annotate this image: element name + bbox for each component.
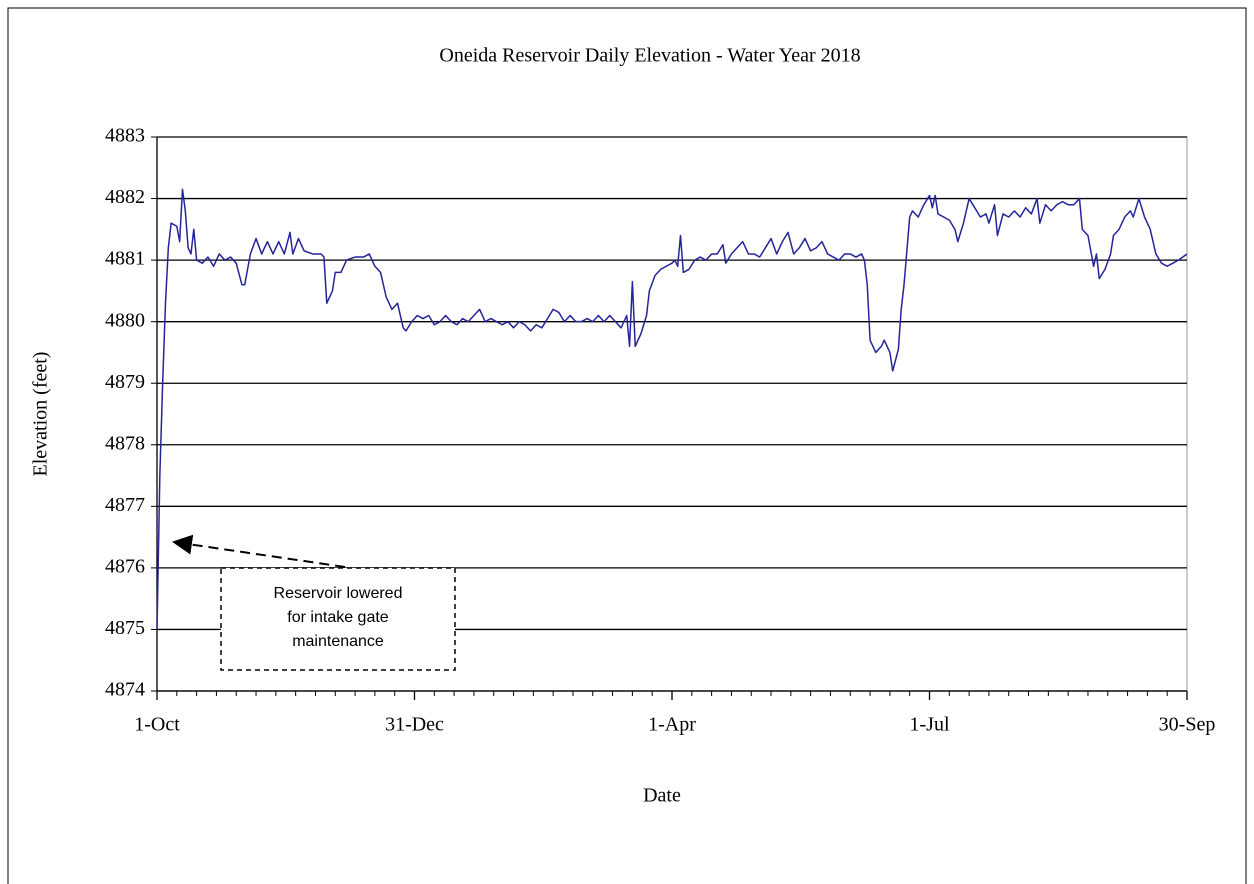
y-tick-label: 4874 [105, 679, 145, 701]
x-tick-label: 1-Jul [910, 714, 950, 736]
annotation-box [220, 567, 456, 671]
annotation-text: Reservoir lowered [274, 585, 403, 602]
annotation-text: maintenance [292, 633, 384, 650]
annotation-arrow [172, 534, 346, 568]
y-tick-label: 4878 [105, 432, 145, 454]
chart-border [7, 7, 1247, 884]
x-tick-label: 30-Sep [1159, 714, 1216, 736]
y-tick-label: 4882 [105, 186, 145, 208]
y-tick-label: 4875 [105, 617, 145, 639]
y-axis-label: Elevation (feet) [30, 352, 52, 477]
y-tick-label: 4880 [105, 309, 145, 331]
chart-title: Oneida Reservoir Daily Elevation - Water… [439, 45, 860, 67]
y-tick-label: 4879 [105, 371, 145, 393]
x-tick-label: 31-Dec [385, 714, 444, 736]
annotation-text: for intake gate [287, 609, 389, 626]
y-tick-label: 4883 [105, 125, 145, 147]
x-tick-label: 1-Apr [648, 714, 696, 736]
y-tick-label: 4876 [105, 555, 145, 577]
line-series [156, 188, 1188, 630]
y-tick-label: 4881 [105, 248, 145, 270]
y-tick-label: 4877 [105, 494, 145, 516]
x-axis-label: Date [643, 785, 681, 807]
x-tick-label: 1-Oct [134, 714, 180, 736]
